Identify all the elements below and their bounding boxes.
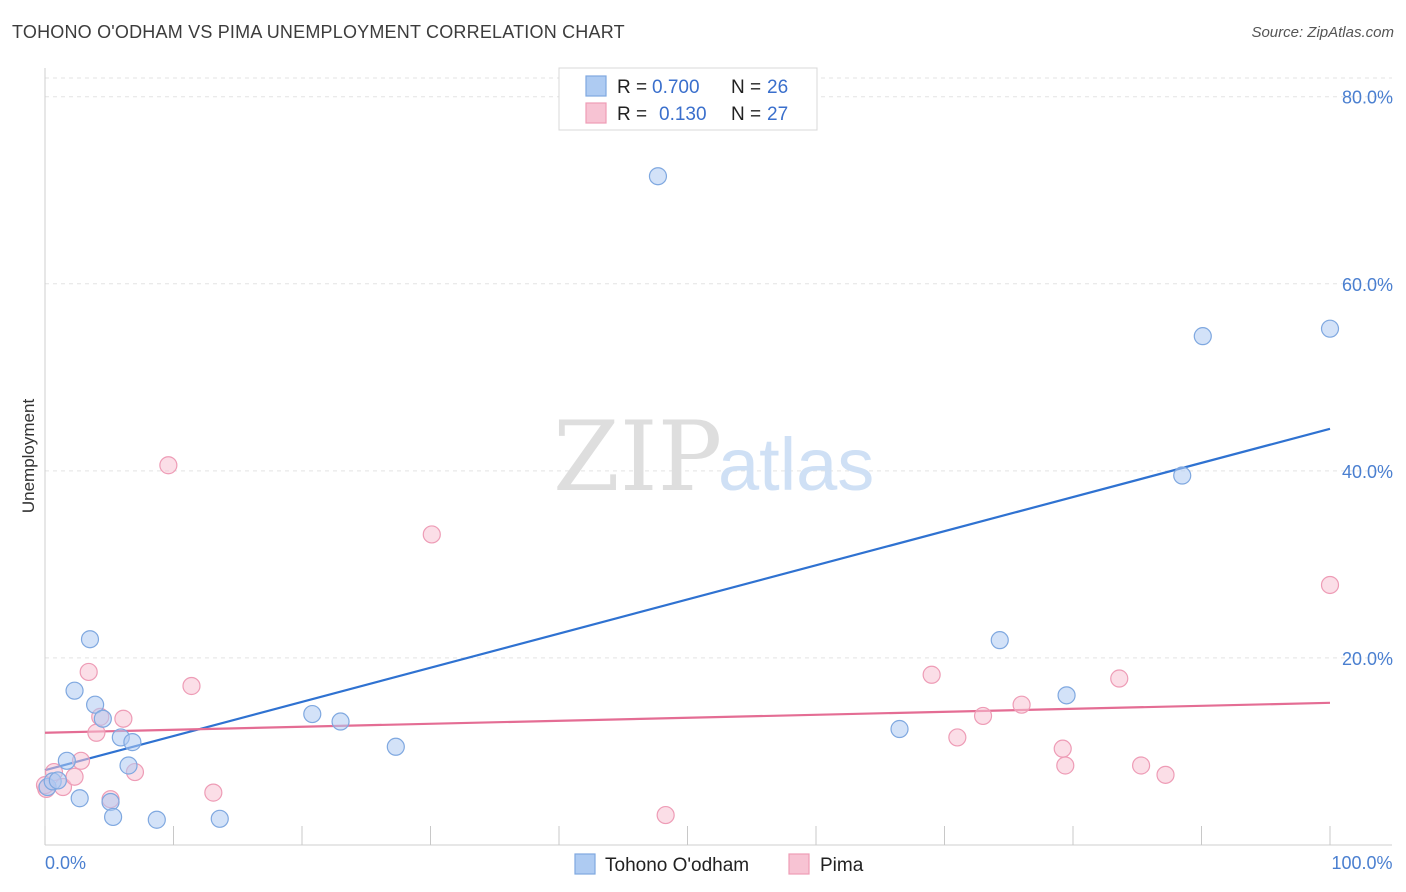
point-tohono [386,737,405,756]
legend-swatch-pima [585,102,607,124]
series-legend: Tohono O'odham Pima [574,853,864,876]
point-pima [204,783,223,802]
point-tohono [303,704,322,724]
point-tohono [1173,466,1192,485]
point-pima [1110,669,1129,688]
point-pima [1156,765,1175,784]
grid-layer [45,77,1392,659]
point-tohono [48,771,67,790]
chart-source: Source: ZipAtlas.com [1251,24,1394,41]
trend-layer [44,427,1331,772]
stats-legend: R = 0.700 N = 26 R = 0.130 N = 27 [558,67,818,131]
trend-line-pima [44,701,1331,734]
point-pima [948,728,967,747]
point-pima [1320,575,1340,595]
point-pima [422,525,441,544]
trend-line-tohono [44,427,1331,772]
point-pima [1053,739,1072,758]
axis-layer: 20.0% 40.0% 60.0% 80.0% 0.0% 100.0% [44,68,1393,873]
point-tohono [147,810,166,829]
point-tohono [101,792,120,812]
legend-r-value-pima: 0.130 [659,104,707,125]
legend-r-label-tohono: R = [617,77,652,98]
legend-n-label-tohono: N = [731,77,766,98]
point-tohono [210,809,229,828]
legend-n-value-pima: 27 [767,104,788,125]
point-tohono [80,630,100,649]
point-tohono [86,695,105,714]
point-tohono [123,733,142,752]
point-pima [159,456,178,475]
point-pima [1056,756,1075,775]
point-pima [182,676,201,696]
point-tohono [93,709,112,728]
watermark-atlas: atlas [718,423,874,506]
x-tick-label: 100.0% [1331,853,1392,873]
x-tick-label: 0.0% [45,853,86,873]
y-tick-label: 80.0% [1342,88,1393,108]
point-pima [973,706,993,726]
points-layer [35,167,1340,829]
point-tohono [331,712,350,731]
y-tick-label: 60.0% [1342,275,1393,295]
point-tohono [890,719,909,739]
bottom-legend-label-pima: Pima [820,855,864,876]
point-tohono [648,167,668,186]
point-pima [114,709,133,728]
y-tick-label: 40.0% [1342,462,1393,482]
point-tohono [65,681,84,700]
bottom-legend-swatch-pima [788,853,810,875]
legend-swatch-tohono [585,75,607,97]
point-pima [1132,756,1151,775]
point-pima [65,767,84,786]
point-tohono [104,807,123,827]
y-axis-label: Unemployment [19,399,38,514]
bottom-legend-label-tohono: Tohono O'odham [605,855,749,876]
point-tohono [1320,319,1340,338]
legend-r-label-pima: R = [617,104,652,125]
point-tohono [119,756,138,775]
chart-title: TOHONO O'ODHAM VS PIMA UNEMPLOYMENT CORR… [12,22,625,42]
point-tohono [57,751,76,770]
watermark-zip: ZIP [553,401,722,513]
y-tick-label: 20.0% [1342,649,1393,669]
point-pima [656,805,675,825]
legend-n-value-tohono: 26 [767,77,788,98]
point-pima [79,662,98,682]
point-pima [922,665,941,684]
point-tohono [1057,686,1076,705]
point-tohono [70,789,89,808]
point-tohono [990,631,1009,650]
bottom-legend-swatch-tohono [574,853,596,875]
legend-r-value-tohono: 0.700 [652,77,700,98]
point-pima [1012,695,1031,714]
point-tohono [1193,327,1212,346]
legend-n-label-pima: N = [731,104,766,125]
